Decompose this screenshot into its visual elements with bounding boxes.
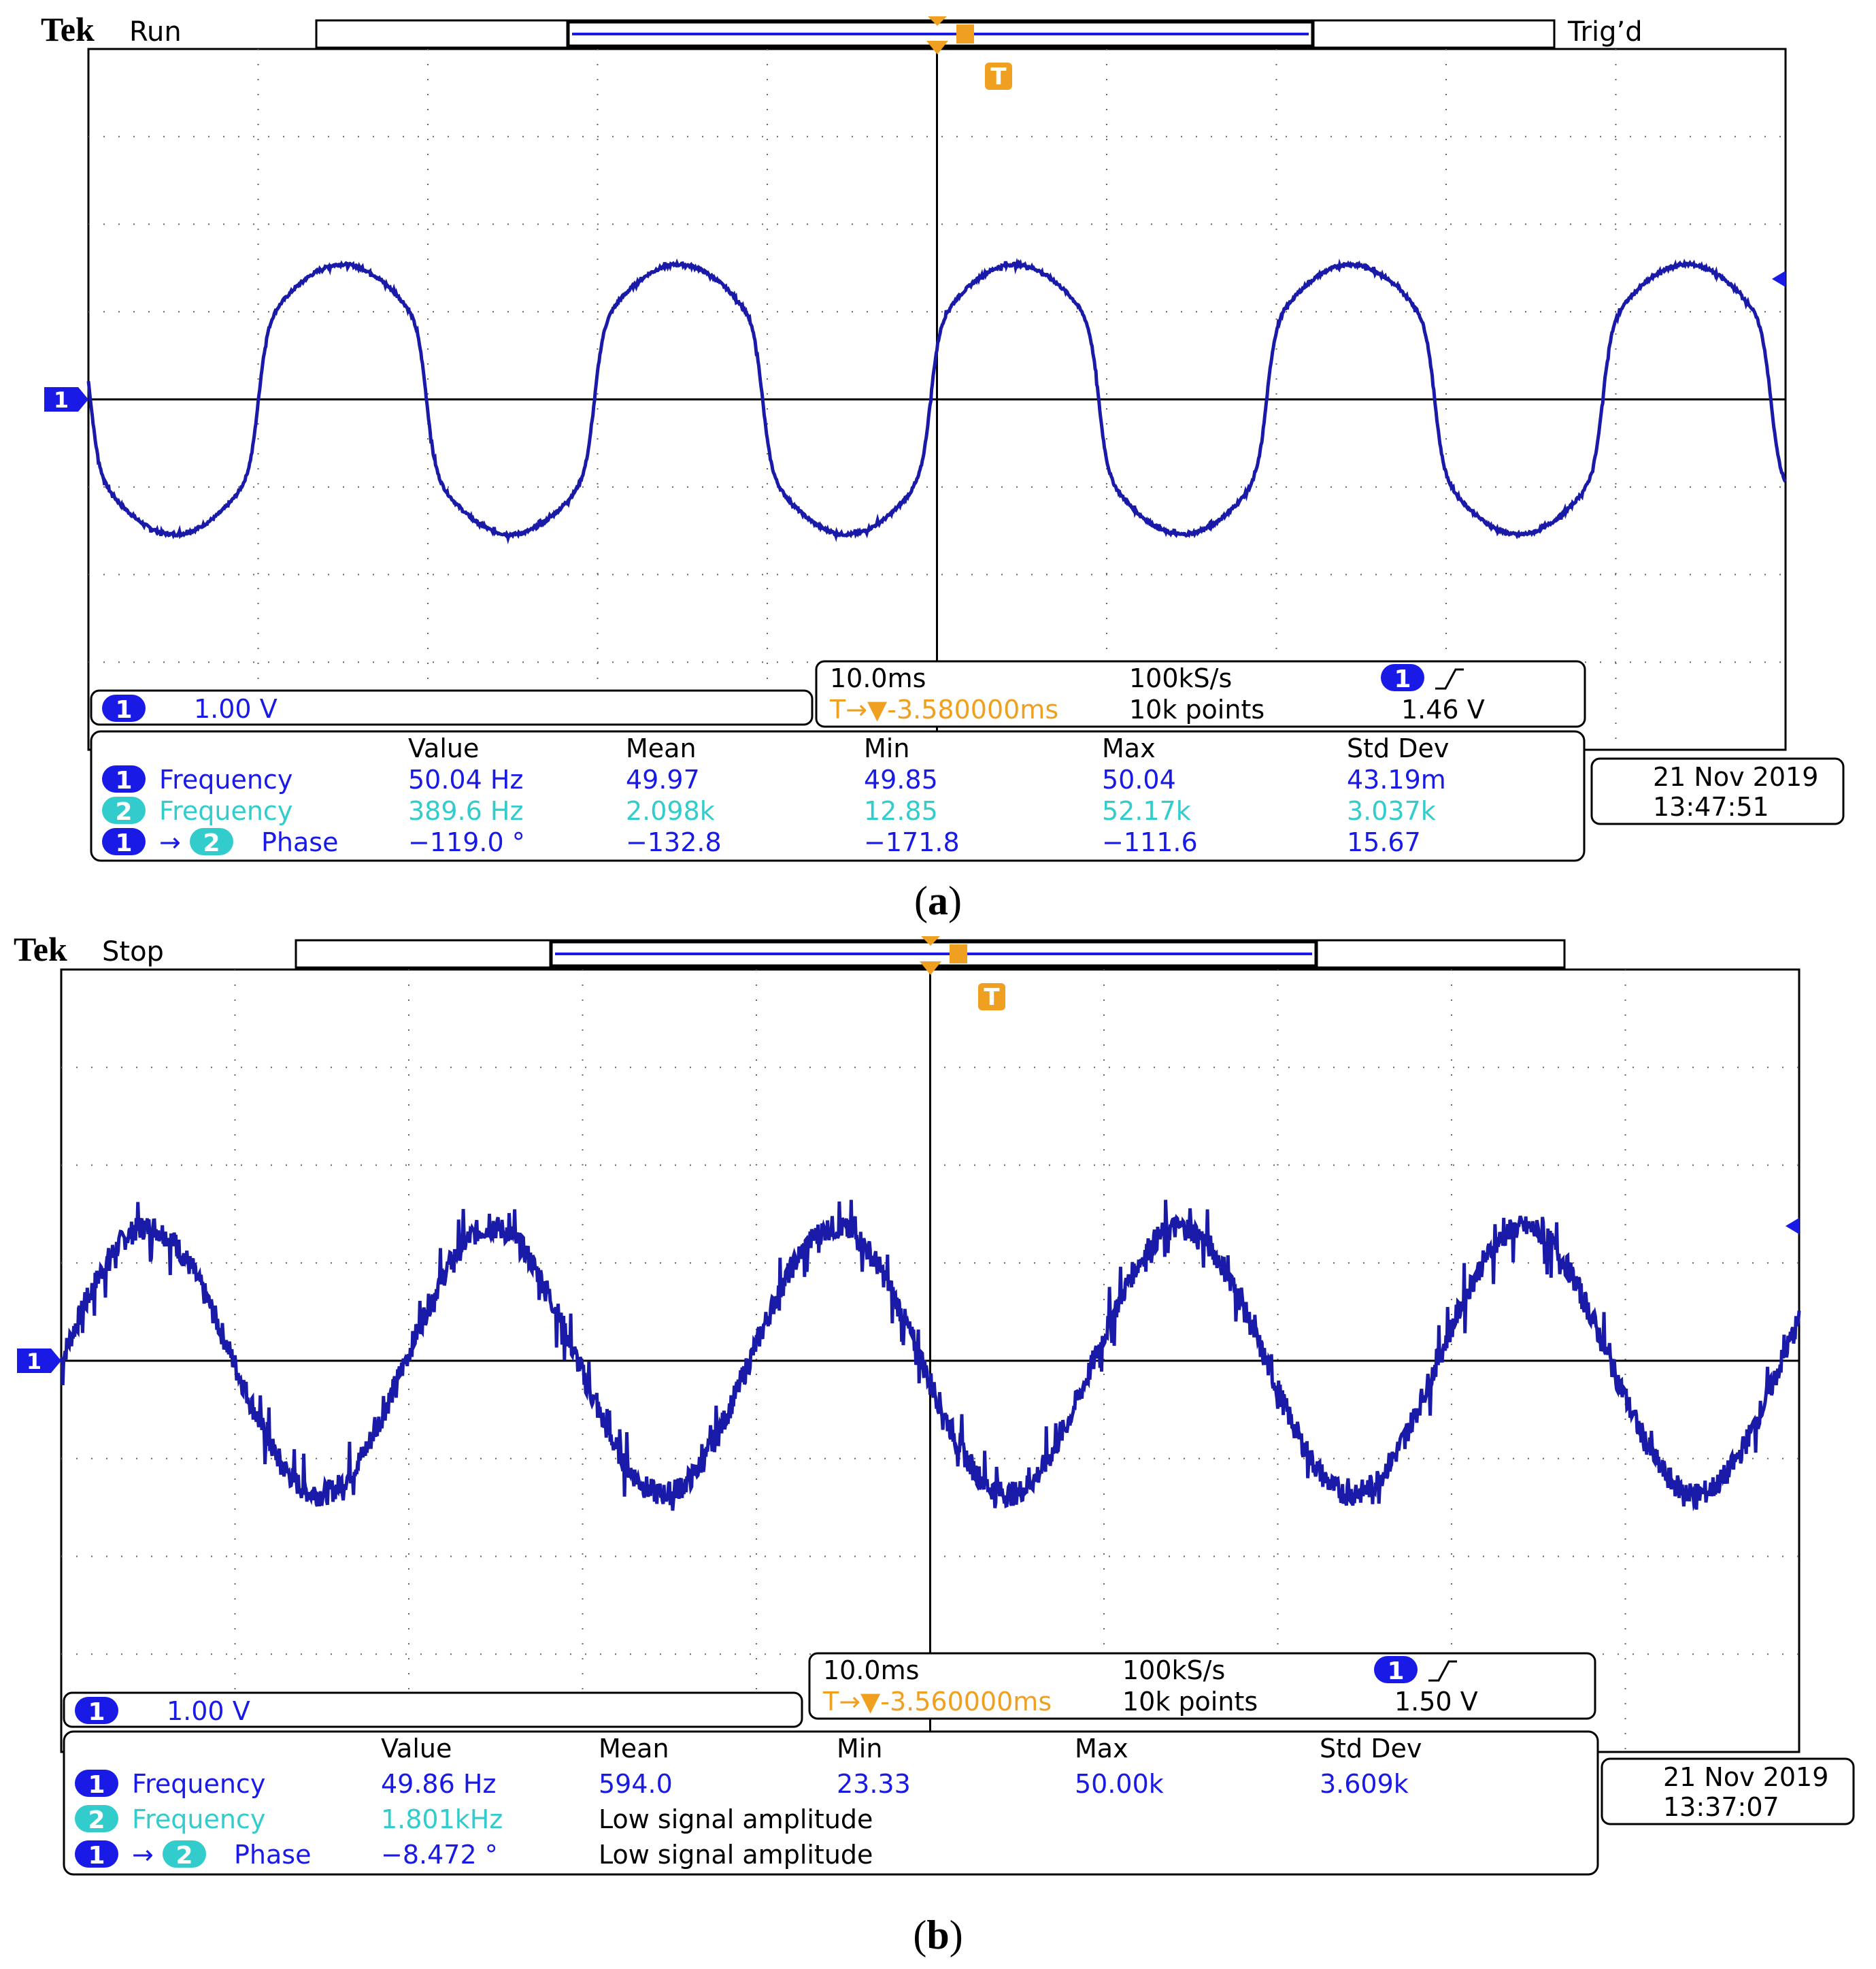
measurement-value: 50.04 Hz	[408, 765, 523, 795]
trigger-position-icon: T	[990, 63, 1007, 90]
measurement-mean: Low signal amplitude	[599, 1804, 873, 1834]
measurement-std-dev: 43.19m	[1347, 765, 1446, 795]
measurement-mean: 2.098k	[626, 796, 715, 826]
measurement-name: Frequency	[159, 765, 292, 795]
measurement-std-dev: 3.037k	[1347, 796, 1436, 826]
measurement-header: Value	[408, 733, 479, 763]
measurement-mean: −132.8	[626, 827, 722, 857]
brand-label: Tek	[41, 10, 95, 48]
measurement-source-badge-label: 1	[88, 1771, 105, 1799]
measurement-max: −111.6	[1102, 827, 1198, 857]
measurement-source-badge-label: 1	[88, 1842, 105, 1870]
caption-b: (b)	[0, 1912, 1876, 1959]
trigger-position-icon	[956, 24, 974, 44]
date-label: 21 Nov 2019	[1653, 762, 1818, 792]
measurement-name: Phase	[261, 827, 338, 857]
run-state-label: Stop	[102, 936, 164, 967]
oscilloscope-panel-b: Tek Stop T 1 1 1.00 V 10.0ms 100kS/s 10k points T…	[0, 925, 1876, 1969]
measurement-min: 49.85	[864, 765, 938, 795]
measurement-max: 52.17k	[1102, 796, 1191, 826]
trigger-delay: T→▼-3.560000ms	[822, 1687, 1052, 1717]
measurement-min: −171.8	[864, 827, 960, 857]
measurement-source2-badge-label: 2	[203, 829, 220, 857]
measurement-std-dev: 15.67	[1347, 827, 1421, 857]
measurement-value: −119.0 °	[408, 827, 525, 857]
record-length: 10k points	[1122, 1687, 1258, 1717]
measurement-min: 12.85	[864, 796, 938, 826]
trigger-position-icon	[950, 944, 967, 963]
channel-1-scale: 1.00 V	[167, 1696, 250, 1726]
measurement-value: 1.801kHz	[381, 1804, 503, 1834]
measurement-std-dev: 3.609k	[1320, 1769, 1409, 1799]
measurement-header: Min	[864, 733, 909, 763]
measurement-value: −8.472 °	[381, 1840, 498, 1870]
date-label: 21 Nov 2019	[1663, 1762, 1828, 1792]
measurement-source-badge-label: 2	[115, 798, 132, 826]
sample-rate: 100kS/s	[1122, 1655, 1225, 1685]
measurement-name: Frequency	[132, 1804, 265, 1834]
brand-label: Tek	[14, 930, 67, 968]
measurement-mean: 594.0	[599, 1769, 673, 1799]
trigger-status-label: Trig’d	[1567, 16, 1643, 48]
channel-1-ground-marker: 1	[27, 1348, 41, 1374]
measurement-header: Std Dev	[1320, 1734, 1422, 1764]
trigger-level: 1.46 V	[1401, 695, 1485, 725]
time-per-division: 10.0ms	[830, 663, 926, 693]
oscilloscope-panel-a: Tek Run Trig’d T 1 1 1.00 V 10.0ms 100kS/s 10k po…	[0, 0, 1876, 939]
trigger-position-icon: T	[984, 984, 1000, 1011]
measurement-value: 389.6 Hz	[408, 796, 523, 826]
phase-arrow: →	[159, 827, 181, 857]
measurement-source-badge-label: 1	[115, 829, 132, 857]
time-label: 13:37:07	[1663, 1792, 1779, 1822]
measurement-header: Min	[837, 1734, 882, 1764]
measurement-header: Mean	[599, 1734, 669, 1764]
measurement-mean: Low signal amplitude	[599, 1840, 873, 1870]
channel-1-badge-label: 1	[115, 696, 132, 724]
oscilloscope-screen-b: Tek Stop T 1 1 1.00 V 10.0ms 100kS/s10k points T…	[0, 925, 1876, 1878]
time-per-division: 10.0ms	[823, 1655, 919, 1685]
measurement-source-badge-label: 2	[88, 1806, 105, 1834]
measurement-value: 49.86 Hz	[381, 1769, 496, 1799]
measurement-max: 50.04	[1102, 765, 1176, 795]
measurement-header: Mean	[626, 733, 697, 763]
channel-1-scale: 1.00 V	[194, 694, 278, 724]
measurement-name: Frequency	[132, 1769, 265, 1799]
measurement-header: Max	[1075, 1734, 1128, 1764]
record-length: 10k points	[1129, 695, 1264, 725]
trigger-level: 1.50 V	[1394, 1687, 1478, 1717]
sample-rate: 100kS/s	[1129, 663, 1232, 693]
measurement-header: Max	[1102, 733, 1156, 763]
measurement-source-badge-label: 1	[115, 767, 132, 795]
caption-a: (a)	[0, 878, 1876, 925]
measurement-min: 23.33	[837, 1769, 911, 1799]
measurement-mean: 49.97	[626, 765, 700, 795]
channel-1-ground-marker: 1	[54, 387, 69, 413]
measurement-header: Value	[381, 1734, 452, 1764]
measurement-name: Frequency	[159, 796, 292, 826]
measurement-max: 50.00k	[1075, 1769, 1164, 1799]
phase-arrow: →	[132, 1840, 154, 1870]
channel-1-badge-label: 1	[88, 1698, 105, 1726]
measurement-source2-badge-label: 2	[175, 1842, 192, 1870]
trigger-source-badge-label: 1	[1387, 1657, 1404, 1685]
time-label: 13:47:51	[1653, 792, 1769, 822]
run-state-label: Run	[129, 16, 182, 48]
measurement-header: Std Dev	[1347, 733, 1449, 763]
measurement-name: Phase	[234, 1840, 311, 1870]
oscilloscope-screen-a: Tek Run Trig’d T 1 1 1.00 V 10.0ms 100kS/s10k po…	[0, 0, 1876, 864]
trigger-delay: T→▼-3.580000ms	[829, 695, 1058, 725]
trigger-source-badge-label: 1	[1394, 665, 1411, 693]
